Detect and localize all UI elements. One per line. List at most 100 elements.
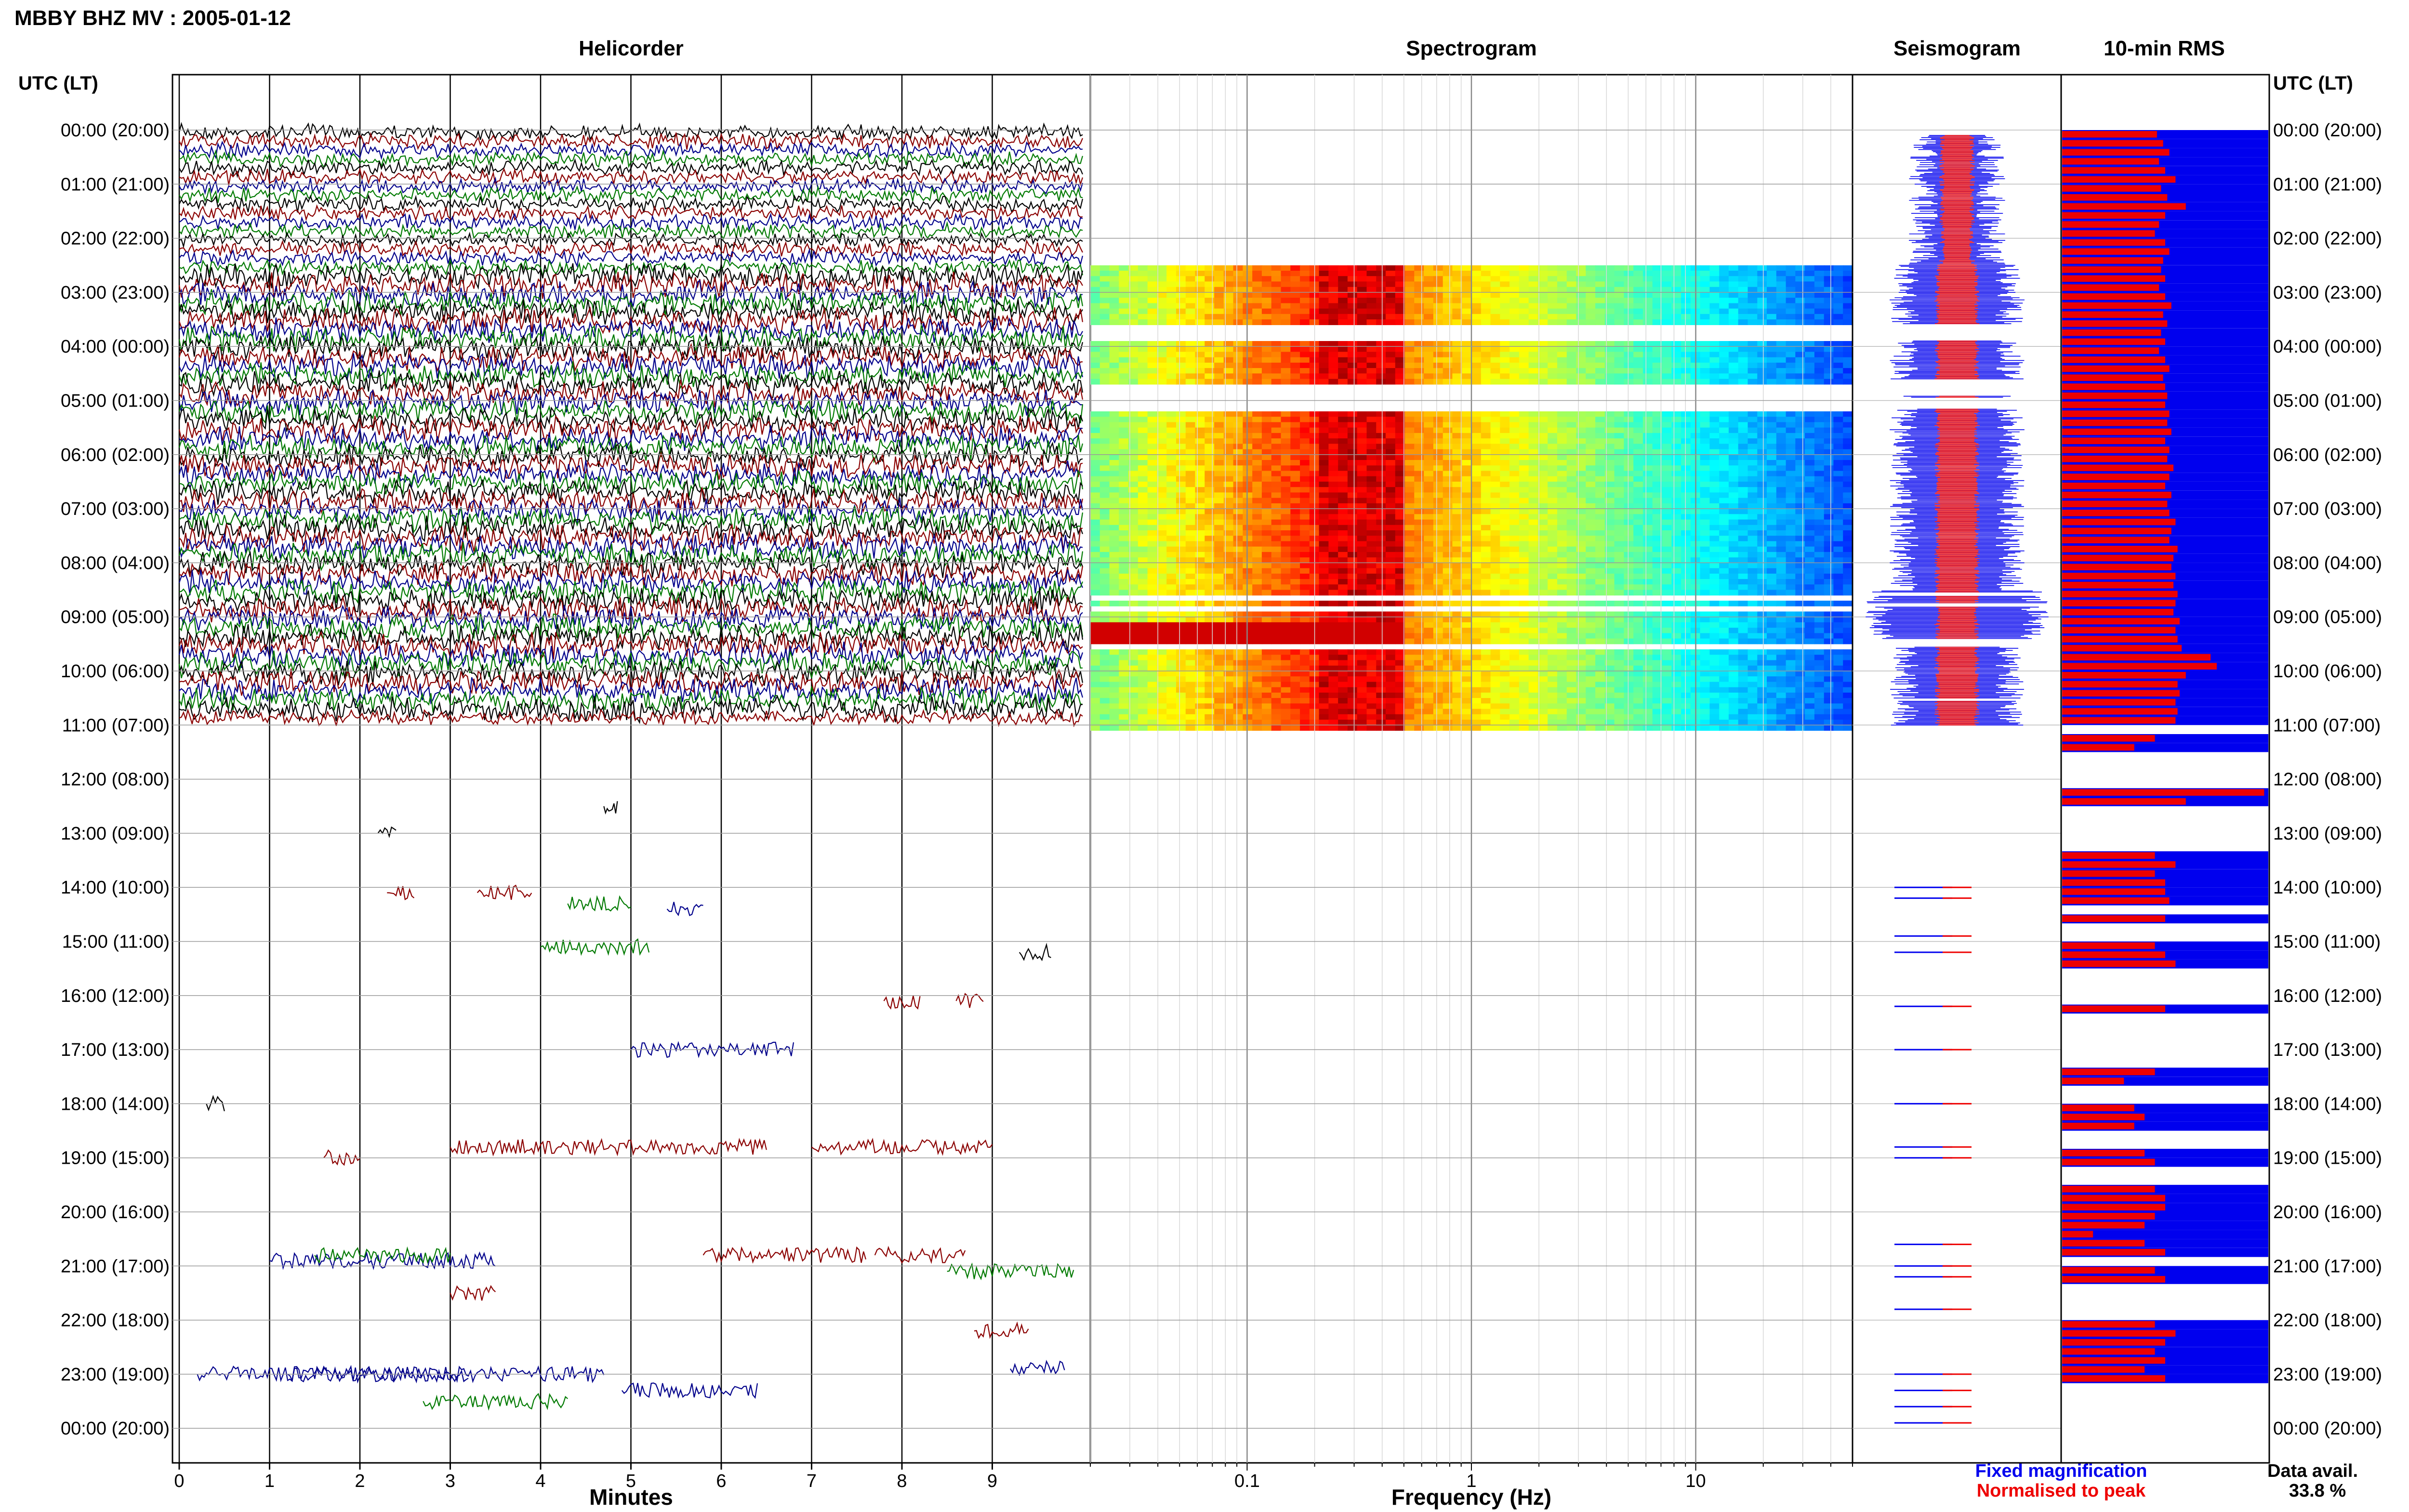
spectrogram-cell: [1404, 292, 1415, 298]
spectrogram-cell: [1233, 563, 1244, 569]
spectrogram-cell: [1300, 308, 1310, 315]
spectrogram-cell: [1824, 276, 1834, 282]
spectrogram-cell: [1157, 481, 1167, 487]
spectrogram-cell: [1424, 308, 1434, 315]
spectrogram-cell: [1281, 638, 1291, 644]
spectrogram-cell: [1366, 368, 1377, 374]
spectrogram-cell: [1119, 536, 1129, 541]
spectrogram-cell: [1614, 563, 1625, 569]
spectrogram-cell: [1204, 498, 1215, 504]
spectrogram-cell: [1166, 368, 1177, 374]
spectrogram-cell: [1233, 465, 1244, 472]
spectrogram-cell: [1843, 541, 1853, 547]
spectrogram-cell: [1109, 471, 1120, 477]
spectrogram-cell: [1767, 573, 1777, 579]
spectrogram-cell: [1119, 465, 1129, 472]
spectrogram-cell: [1138, 481, 1148, 487]
spectrogram-cell: [1376, 557, 1387, 563]
spectrogram-cell: [1147, 308, 1158, 315]
spectrogram-cell: [1214, 427, 1224, 434]
spectrogram-cell: [1300, 444, 1310, 450]
spectrogram-cell: [1490, 579, 1501, 585]
spectrogram-cell: [1548, 368, 1558, 374]
spectrogram-cell: [1347, 514, 1358, 520]
spectrogram-cell: [1357, 308, 1367, 315]
spectrogram-cell: [1814, 287, 1825, 293]
spectrogram-cell: [1462, 422, 1472, 428]
spectrogram-cell: [1767, 514, 1777, 520]
spectrogram-cell: [1481, 292, 1491, 298]
spectrogram-cell: [1395, 546, 1405, 552]
spectrogram-cell: [1795, 573, 1806, 579]
spectrogram-cell: [1328, 444, 1339, 450]
spectrogram-cell: [1347, 509, 1358, 514]
spectrogram-cell: [1099, 460, 1110, 466]
spectrogram-cell: [1090, 546, 1100, 552]
spectrogram-cell: [1243, 611, 1253, 618]
spectrogram-cell: [1090, 438, 1100, 444]
spectrogram-cell: [1557, 471, 1567, 477]
spectrogram-cell: [1414, 362, 1425, 368]
spectrogram-cell: [1462, 552, 1472, 558]
spectrogram-cell: [1404, 465, 1415, 472]
spectrogram-cell: [1843, 422, 1853, 428]
spectrogram-cell: [1271, 368, 1282, 374]
spectrogram-cell: [1824, 319, 1834, 325]
spectrogram-cell: [1519, 438, 1529, 444]
spectrogram-cell: [1528, 525, 1539, 531]
spectrogram-cell: [1767, 541, 1777, 547]
spectrogram-cell: [1204, 541, 1215, 547]
spectrogram-cell: [1176, 557, 1186, 563]
spectrogram-cell: [1090, 476, 1100, 482]
spectrogram-cell: [1414, 287, 1425, 293]
spectrogram-cell: [1090, 611, 1100, 618]
spectrogram-cell: [1376, 481, 1387, 487]
spectrogram-cell: [1471, 498, 1482, 504]
spectrogram-cell: [1700, 427, 1710, 434]
spectrogram-cell: [1319, 357, 1329, 363]
spectrogram-cell: [1290, 514, 1301, 520]
spectrogram-cell: [1119, 449, 1129, 455]
spectrogram-cell: [1252, 487, 1262, 493]
spectrogram-cell: [1642, 541, 1653, 547]
spectrogram-cell: [1738, 503, 1748, 509]
spectrogram-cell: [1338, 638, 1348, 644]
spectrogram-cell: [1767, 530, 1777, 536]
spectrogram-cell: [1566, 568, 1577, 574]
spectrogram-cell: [1538, 319, 1549, 325]
spectrogram-cell: [1528, 552, 1539, 558]
spectrogram-cell: [1548, 319, 1558, 325]
spectrogram-cell: [1214, 546, 1224, 552]
spectrogram-cell: [1795, 422, 1806, 428]
spectrogram-cell: [1614, 281, 1625, 288]
spectrogram-cell: [1176, 417, 1186, 422]
spectrogram-cell: [1128, 417, 1138, 422]
spectrogram-cell: [1433, 368, 1443, 374]
spectrogram-cell: [1271, 622, 1282, 628]
spectrogram-cell: [1719, 465, 1729, 472]
spectrogram-cell: [1376, 287, 1387, 293]
spectrogram-cell: [1566, 276, 1577, 282]
spectrogram-cell: [1481, 601, 1491, 606]
spectrogram-cell: [1662, 481, 1672, 487]
spectrogram-cell: [1576, 649, 1587, 655]
spectrogram-cell: [1214, 633, 1224, 639]
spectrogram-cell: [1252, 492, 1262, 499]
spectrogram-cell: [1452, 492, 1463, 499]
spectrogram-cell: [1747, 357, 1758, 363]
spectrogram-cell: [1281, 541, 1291, 547]
spectrogram-cell: [1243, 346, 1253, 352]
spectrogram-cell: [1395, 568, 1405, 574]
spectrogram-cell: [1652, 281, 1663, 288]
spectrogram-cell: [1300, 433, 1310, 439]
spectrogram-cell: [1566, 303, 1577, 309]
spectrogram-cell: [1595, 460, 1605, 466]
spectrogram-cell: [1652, 292, 1663, 298]
spectrogram-cell: [1805, 465, 1815, 472]
spectrogram-cell: [1824, 298, 1834, 303]
spectrogram-cell: [1738, 427, 1748, 434]
spectrogram-cell: [1119, 638, 1129, 644]
spectrogram-cell: [1462, 487, 1472, 493]
spectrogram-cell: [1738, 411, 1748, 417]
spectrogram-cell: [1109, 427, 1120, 434]
